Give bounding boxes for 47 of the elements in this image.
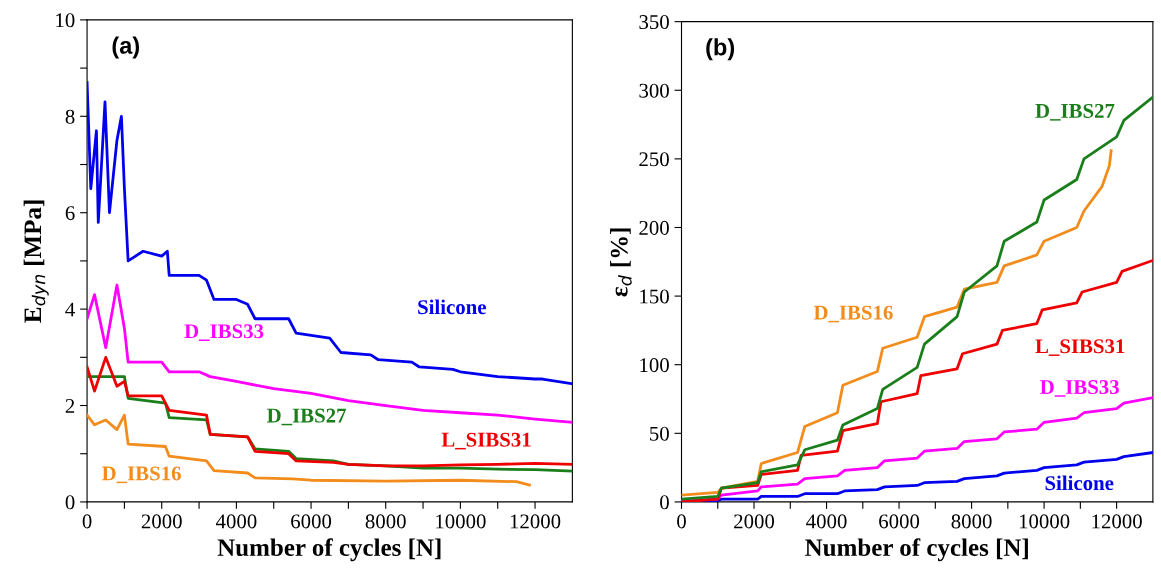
series-label: D_IBS16 xyxy=(102,466,181,484)
y-tick-label: 150 xyxy=(640,289,669,304)
y-tick-label: 10 xyxy=(56,13,75,28)
annotation: (b) xyxy=(706,38,735,61)
y-tick-label: 350 xyxy=(639,15,669,30)
x-axis-title: Number of cycles [N] xyxy=(217,538,441,562)
x-tick-label: 10000 xyxy=(436,514,486,529)
series-label: D_IBS27 xyxy=(267,408,347,426)
x-tick-label: 8000 xyxy=(365,514,406,529)
x-tick-label: 2000 xyxy=(141,514,182,529)
series-label: L_SIBS31 xyxy=(441,432,531,450)
y-tick-label: 2 xyxy=(65,398,75,413)
y-tick-label: 4 xyxy=(65,302,75,317)
y-tick-label: 6 xyxy=(65,206,75,221)
x-tick-label: 12000 xyxy=(510,514,561,529)
y-tick-label: 200 xyxy=(639,220,669,235)
series-label: Silicone xyxy=(1045,475,1114,491)
line-series xyxy=(87,283,573,424)
y-axis-title: ε$_{d}$ [%] xyxy=(610,228,632,297)
text: Silicone xyxy=(418,299,486,315)
y-axis-title: E$_{dyn}$ [MPa] xyxy=(23,200,49,323)
y-tick-label: 8 xyxy=(65,109,75,124)
x-tick-label: 2000 xyxy=(734,514,775,529)
y-tick-label: 0 xyxy=(65,495,75,510)
line-series xyxy=(87,81,573,386)
series-label: D_IBS16 xyxy=(813,305,893,323)
x-tick-label: 0 xyxy=(82,514,92,529)
x-tick-label: 8000 xyxy=(951,514,992,529)
series-label: L_SIBS31 xyxy=(1035,339,1125,356)
series-label: D_IBS33 xyxy=(1040,380,1119,397)
series-label: D_IBS33 xyxy=(184,324,264,341)
x-axis-title: Number of cycles [N] xyxy=(805,538,1028,562)
y-tick-label: 100 xyxy=(640,358,669,373)
y-tick-label: 300 xyxy=(639,83,669,98)
x-tick-label: 10000 xyxy=(1019,514,1070,529)
x-tick-label: 6000 xyxy=(879,514,920,529)
x-tick-label: 12000 xyxy=(1092,514,1142,529)
x-tick-label: 0 xyxy=(677,514,686,529)
x-tick-label: 4000 xyxy=(806,514,847,529)
series-label: D_IBS27 xyxy=(1035,103,1115,121)
y-tick-label: 0 xyxy=(660,495,669,510)
y-tick-label: 250 xyxy=(639,152,669,167)
y-tick-label: 50 xyxy=(650,426,669,441)
annotation: (a) xyxy=(112,36,140,59)
x-tick-label: 4000 xyxy=(215,514,257,529)
x-tick-label: 6000 xyxy=(291,514,332,529)
line-series xyxy=(87,355,573,468)
